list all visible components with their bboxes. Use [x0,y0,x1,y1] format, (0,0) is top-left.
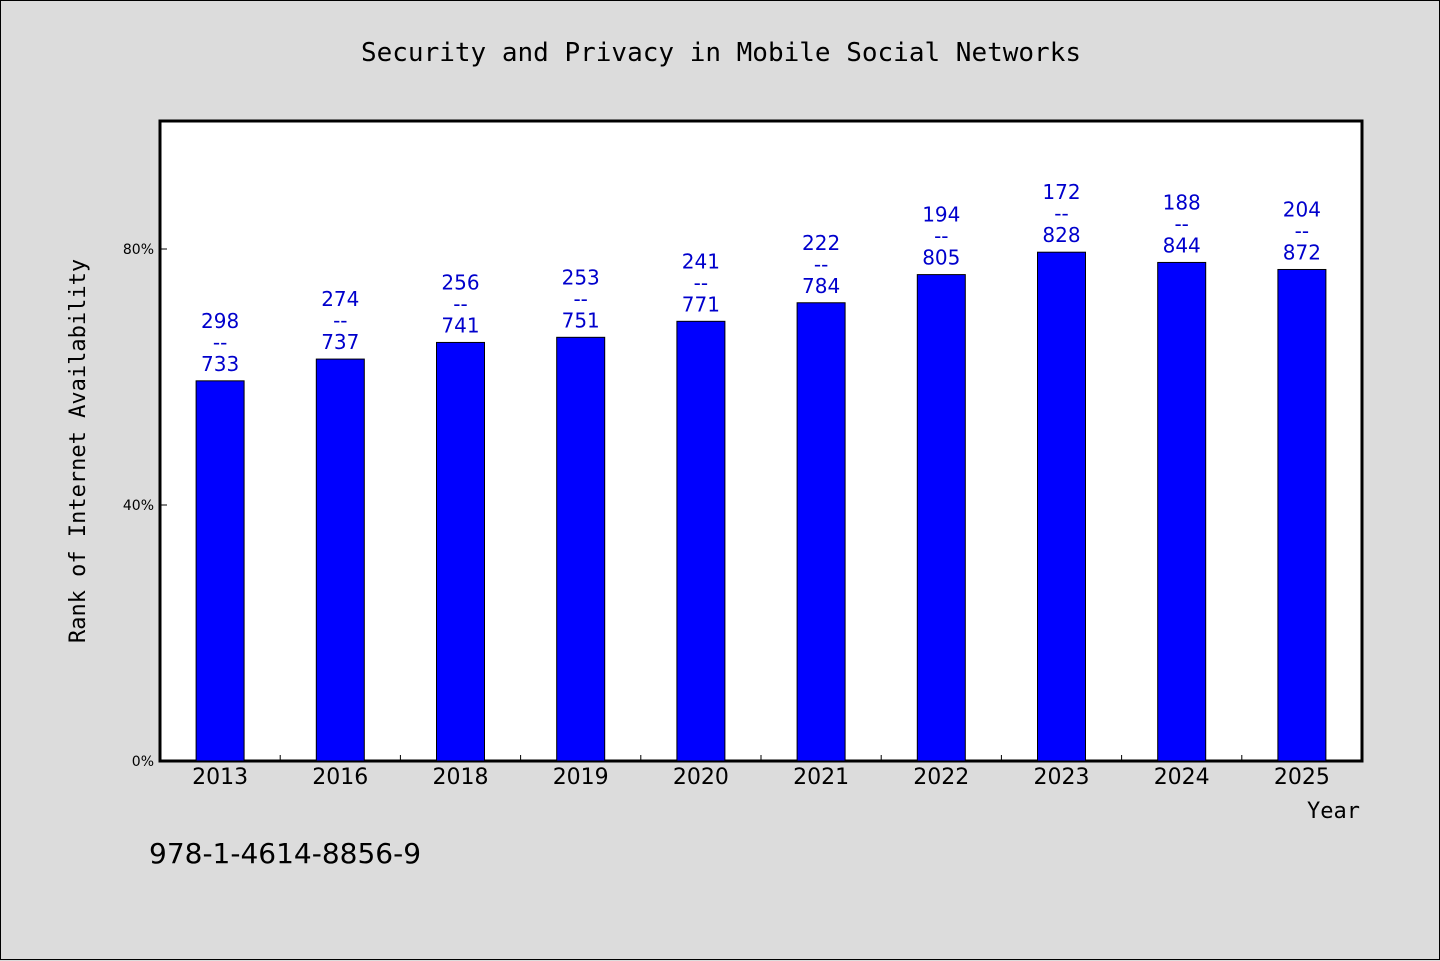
bar-2023 [1037,251,1086,762]
data-label-2021-line-2: 784 [802,274,840,298]
data-label-2016-line-1: -- [333,309,347,333]
data-label-2022-line-2: 805 [922,246,960,270]
bar-2018 [436,341,485,762]
data-labels-group: 298--733274--737256--741253--751241--771… [201,180,1321,376]
data-label-2020-line-1: -- [694,271,708,295]
bar-2022 [916,274,966,762]
x-tick-label-2021: 2021 [793,765,849,790]
data-label-2024-line-1: -- [1174,212,1188,236]
data-label-2021-line-1: -- [814,252,828,276]
bar-2019 [556,336,606,762]
data-label-2016-line-0: 274 [321,287,359,311]
bar-2013 [195,380,245,762]
data-label-2025-line-2: 872 [1283,240,1321,264]
data-label-2018-line-1: -- [453,292,467,316]
data-label-2020-line-0: 241 [682,249,720,273]
bar-2021 [796,302,846,762]
data-label-2018-line-0: 256 [441,270,479,294]
x-tick-label-2025: 2025 [1274,765,1330,790]
data-label-2022-line-1: -- [934,224,948,248]
x-tick-label-2023: 2023 [1034,765,1090,790]
data-label-2013-line-1: -- [213,330,227,354]
data-label-2022-line-0: 194 [922,203,960,227]
bars-group [195,251,1327,762]
chart-title: Security and Privacy in Mobile Social Ne… [361,38,1081,68]
x-tick-label-2024: 2024 [1154,765,1210,790]
data-label-2025-line-0: 204 [1283,197,1321,221]
data-label-2020-line-2: 771 [682,292,720,316]
y-tick-label-0: 0% [132,754,154,770]
data-label-2018-line-2: 741 [441,313,479,337]
bar-2020 [676,320,726,762]
y-tick-label-40: 40% [123,498,154,514]
x-axis-ticks: 2013 2016 2018 2019 2020 2021 2022 2023 2024 2025 [192,755,1330,790]
x-axis-label: Year [1307,799,1360,824]
x-tick-label-2018: 2018 [433,765,489,790]
data-label-2016-line-2: 737 [321,330,359,354]
data-label-2019-line-2: 751 [562,308,600,332]
x-tick-label-2022: 2022 [913,765,969,790]
data-label-2013-line-2: 733 [201,352,239,376]
x-tick-label-2013: 2013 [192,765,248,790]
y-axis-ticks: 0% 40% 80% [123,242,167,770]
data-label-2023-line-0: 172 [1042,180,1080,204]
data-label-2023-line-2: 828 [1042,223,1080,247]
bar-2025 [1277,268,1327,762]
isbn-footnote: 978-1-4614-8856-9 [149,837,421,870]
data-label-2024-line-2: 844 [1163,233,1201,257]
x-tick-label-2016: 2016 [312,765,368,790]
data-label-2021-line-0: 222 [802,231,840,255]
bar-2016 [315,358,365,762]
y-axis-label: Rank of Internet Availability [66,259,91,643]
bar-2024 [1157,261,1207,762]
data-label-2019-line-1: -- [573,287,587,311]
data-label-2013-line-0: 298 [201,309,239,333]
data-label-2025-line-1: -- [1295,219,1309,243]
data-label-2024-line-0: 188 [1163,190,1201,214]
x-tick-label-2020: 2020 [673,765,729,790]
data-label-2019-line-0: 253 [562,265,600,289]
x-tick-label-2019: 2019 [553,765,609,790]
data-label-2023-line-1: -- [1054,202,1068,226]
y-tick-label-80: 80% [123,242,154,258]
